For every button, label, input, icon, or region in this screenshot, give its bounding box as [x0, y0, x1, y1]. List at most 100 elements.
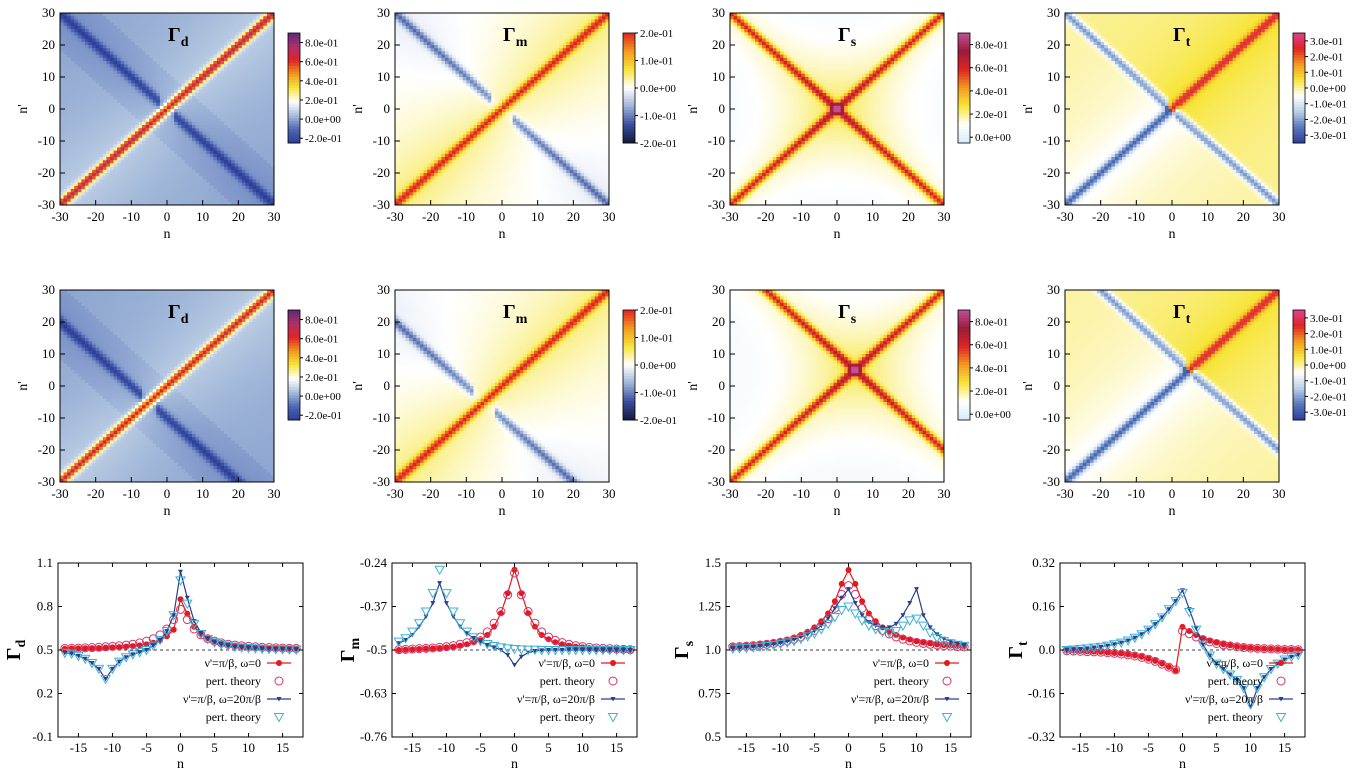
heatmap-cell: [420, 23, 424, 27]
heatmap-cell: [114, 32, 118, 36]
heatmap-cell: [267, 74, 271, 78]
heatmap-cell: [206, 154, 210, 158]
heatmap-cell: [253, 55, 257, 59]
heatmap-cell: [399, 128, 403, 132]
heatmap-cell: [267, 103, 271, 107]
heatmap-cell: [60, 99, 64, 103]
heatmap-cell: [466, 183, 470, 187]
heatmap-cell: [60, 19, 64, 23]
heatmap-cell: [160, 167, 164, 171]
heatmap-cell: [71, 106, 75, 110]
heatmap-cell: [192, 115, 196, 119]
heatmap-cell: [249, 32, 253, 36]
heatmap-cell: [402, 170, 406, 174]
heatmap-cell: [395, 199, 399, 203]
heatmap-cell: [228, 147, 232, 151]
heatmap-cell: [203, 16, 207, 20]
heatmap-cell: [146, 154, 150, 158]
heatmap-cell: [114, 106, 118, 110]
heatmap-cell: [131, 186, 135, 190]
heatmap-cell: [399, 99, 403, 103]
heatmap-cell: [256, 115, 260, 119]
heatmap-cell: [409, 154, 413, 158]
colorbar-step: [288, 96, 300, 99]
heatmap-cell: [149, 179, 153, 183]
heatmap-cell: [459, 29, 463, 33]
heatmap-cell: [78, 154, 82, 158]
heatmap-cell: [138, 67, 142, 71]
heatmap-cell: [459, 39, 463, 43]
heatmap-cell: [103, 83, 107, 87]
heatmap-cell: [171, 67, 175, 71]
heatmap-cell: [74, 51, 78, 55]
heatmap-cell: [441, 51, 445, 55]
heatmap-cell: [424, 186, 428, 190]
colorbar-step: [288, 91, 300, 94]
heatmap-cell: [409, 144, 413, 148]
heatmap-cell: [452, 141, 456, 145]
heatmap-cell: [106, 195, 110, 199]
heatmap-cell: [96, 173, 100, 177]
heatmap-cell: [267, 61, 271, 65]
heatmap-cell: [78, 42, 82, 46]
heatmap-cell: [413, 176, 417, 180]
heatmap-cell: [213, 189, 217, 193]
heatmap-cell: [224, 51, 228, 55]
heatmap-cell: [267, 144, 271, 148]
heatmap-cell: [128, 183, 132, 187]
heatmap-cell: [135, 186, 139, 190]
heatmap-cell: [167, 144, 171, 148]
heatmap-cell: [81, 55, 85, 59]
heatmap-cell: [256, 51, 260, 55]
heatmap-cell: [256, 170, 260, 174]
heatmap-cell: [413, 29, 417, 33]
heatmap-cell: [92, 29, 96, 33]
heatmap-cell: [71, 186, 75, 190]
heatmap-cell: [416, 106, 420, 110]
heatmap-cell: [106, 128, 110, 132]
heatmap-cell: [424, 87, 428, 91]
heatmap-cell: [434, 77, 438, 81]
heatmap-cell: [224, 138, 228, 142]
heatmap-cell: [81, 16, 85, 20]
heatmap-cell: [167, 170, 171, 174]
heatmap-cell: [413, 112, 417, 116]
heatmap-cell: [135, 128, 139, 132]
heatmap-cell: [413, 64, 417, 68]
heatmap-cell: [163, 42, 167, 46]
heatmap-cell: [160, 77, 164, 81]
heatmap-cell: [445, 141, 449, 145]
heatmap-cell: [103, 147, 107, 151]
heatmap-cell: [78, 51, 82, 55]
heatmap-cell: [238, 83, 242, 87]
heatmap-cell: [438, 16, 442, 20]
heatmap-cell: [196, 83, 200, 87]
heatmap-cell: [413, 71, 417, 75]
heatmap-cell: [263, 90, 267, 94]
heatmap-cell: [263, 119, 267, 123]
heatmap-cell: [199, 23, 203, 27]
heatmap-cell: [92, 138, 96, 142]
heatmap-cell: [245, 192, 249, 196]
heatmap-cell: [146, 119, 150, 123]
heatmap-cell: [210, 179, 214, 183]
heatmap-cell: [99, 51, 103, 55]
heatmap-cell: [406, 93, 410, 97]
heatmap-cell: [114, 96, 118, 100]
heatmap-cell: [238, 122, 242, 126]
heatmap-cell: [99, 64, 103, 68]
heatmap-cell: [238, 119, 242, 123]
heatmap-cell: [96, 141, 100, 145]
heatmap-cell: [203, 119, 207, 123]
heatmap-cell: [163, 115, 167, 119]
heatmap-cell: [260, 23, 264, 27]
heatmap-cell: [96, 13, 100, 17]
heatmap-cell: [235, 131, 239, 135]
heatmap-cell: [60, 32, 64, 36]
heatmap-cell: [117, 32, 121, 36]
heatmap-cell: [245, 131, 249, 135]
heatmap-cell: [431, 131, 435, 135]
heatmap-cell: [413, 128, 417, 132]
heatmap-cell: [167, 19, 171, 23]
heatmap-cell: [149, 45, 153, 49]
